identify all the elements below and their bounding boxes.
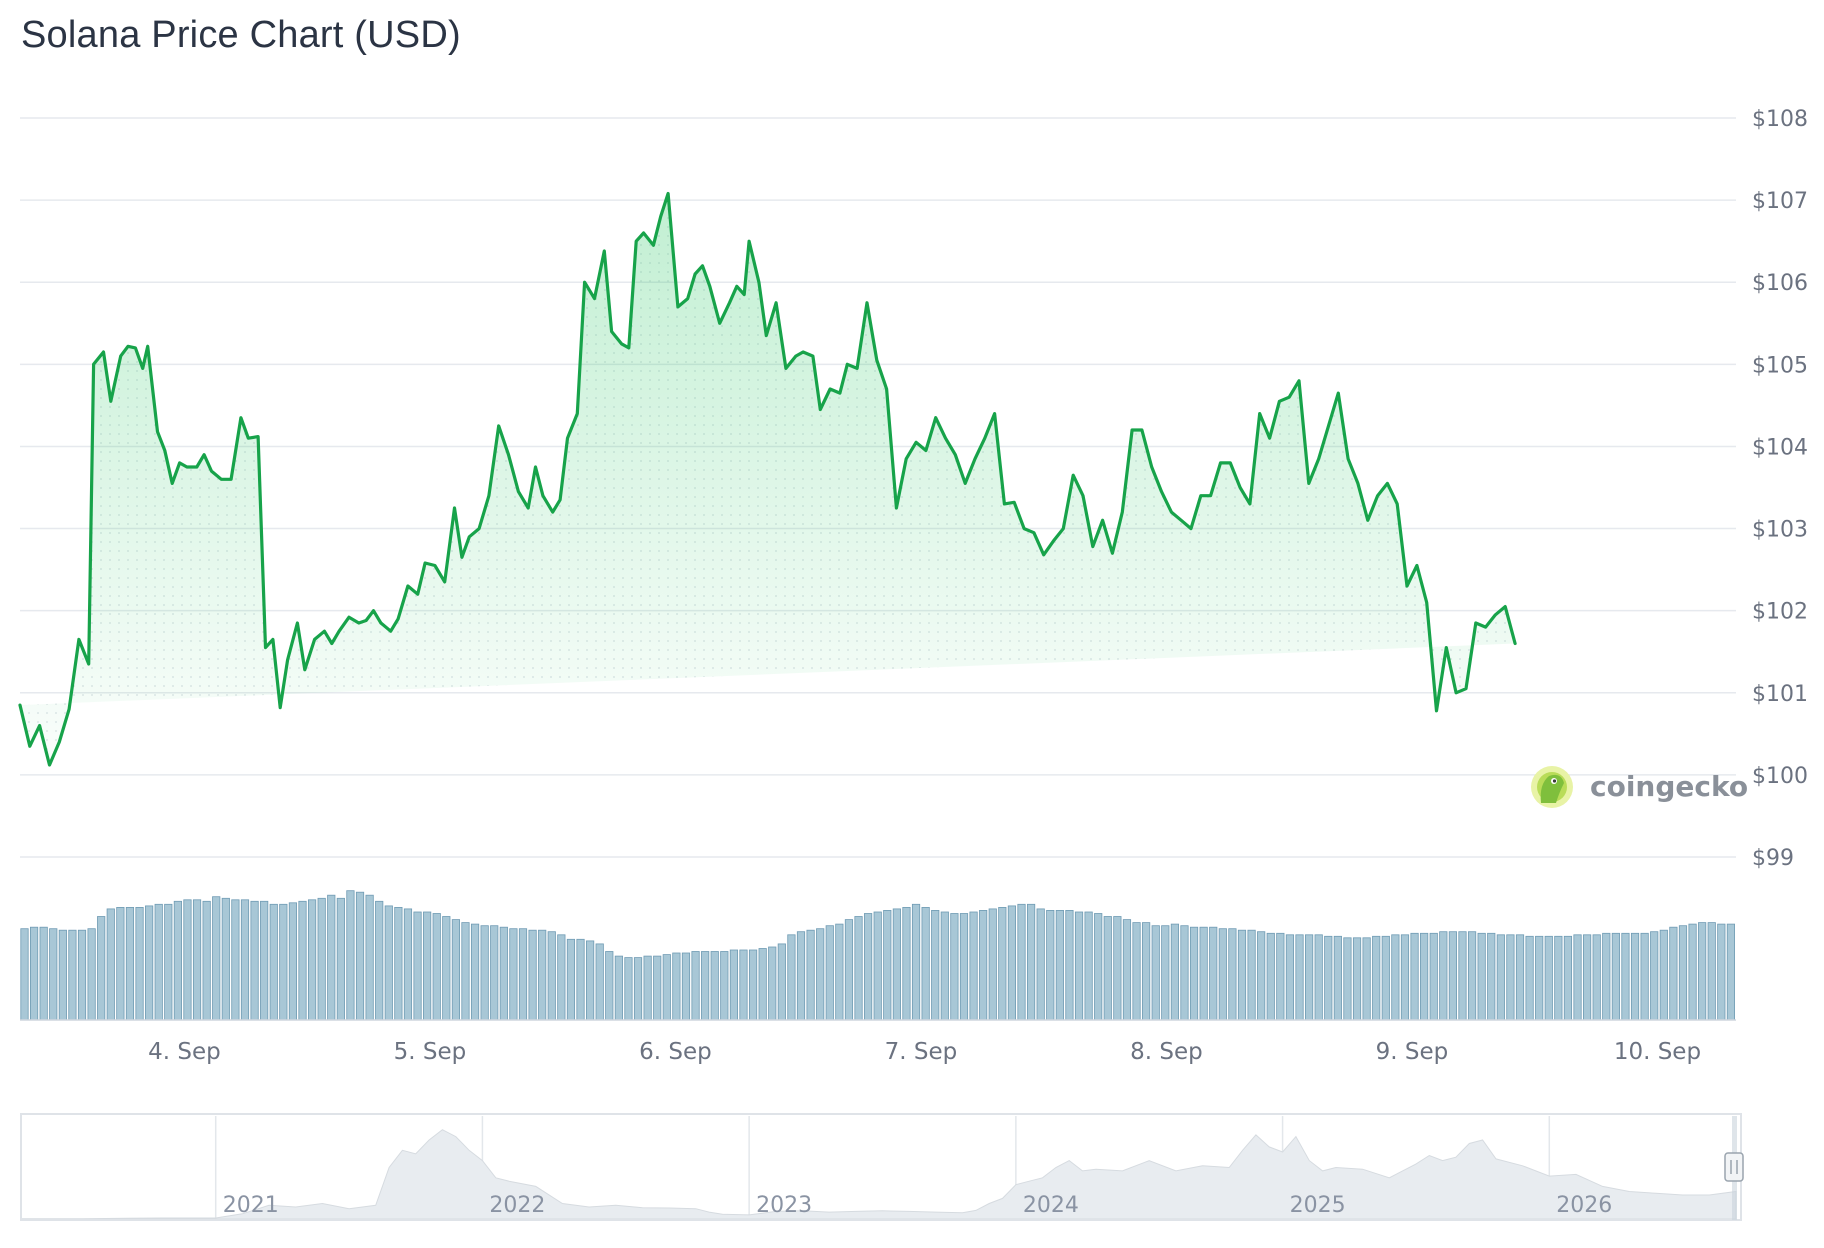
chart-title: Solana Price Chart (USD)	[21, 14, 461, 56]
x-tick-label: 9. Sep	[1376, 1039, 1449, 1065]
price-series-line[interactable]	[18, 191, 1517, 767]
navigator-year-label: 2025	[1290, 1193, 1346, 1218]
x-tick-label: 4. Sep	[148, 1039, 221, 1065]
price-line	[18, 191, 1517, 767]
navigator-area	[20, 1116, 1737, 1220]
navigator-year-label: 2024	[1023, 1193, 1079, 1218]
x-tick-label: 7. Sep	[885, 1039, 958, 1065]
coingecko-watermark: coingecko	[1531, 766, 1748, 808]
y-tick-label: $104	[1752, 435, 1808, 460]
x-tick-label: 5. Sep	[394, 1039, 467, 1065]
coingecko-logo-icon	[1531, 766, 1573, 808]
volume-bars	[20, 890, 1736, 1021]
navigator-year-label: 2021	[223, 1193, 279, 1218]
y-tick-label: $107	[1752, 189, 1808, 214]
y-tick-label: $101	[1752, 682, 1808, 707]
x-tick-label: 6. Sep	[639, 1039, 712, 1065]
navigator-year-label: 2026	[1556, 1193, 1612, 1218]
navigator-price-area	[20, 1129, 1737, 1220]
y-tick-label: $103	[1752, 518, 1808, 543]
navigator-year-ticks: 2021 2022 2023 2024 2025 2026	[223, 1193, 1613, 1218]
y-tick-label: $106	[1752, 271, 1808, 296]
y-tick-label: $99	[1752, 846, 1794, 871]
y-tick-label: $108	[1752, 107, 1808, 132]
navigator-handle[interactable]	[1724, 1152, 1744, 1182]
x-tick-label: 8. Sep	[1130, 1039, 1203, 1065]
y-tick-label: $102	[1752, 600, 1808, 625]
x-axis-ticks: 4. Sep 5. Sep 6. Sep 7. Sep 8. Sep 9. Sep 10. …	[148, 1039, 1701, 1065]
y-axis-ticks: $99 $100 $101 $102 $103 $104 $105 $106 $107 $108	[1752, 107, 1808, 871]
x-tick-label: 10. Sep	[1614, 1039, 1701, 1065]
navigator-year-label: 2022	[489, 1193, 545, 1218]
price-area-fill	[20, 193, 1516, 765]
coingecko-wordmark: coingecko	[1590, 770, 1748, 803]
y-tick-label: $105	[1752, 353, 1808, 378]
price-area	[20, 193, 1516, 765]
navigator-year-label: 2023	[756, 1193, 812, 1218]
y-tick-label: $100	[1752, 764, 1808, 789]
